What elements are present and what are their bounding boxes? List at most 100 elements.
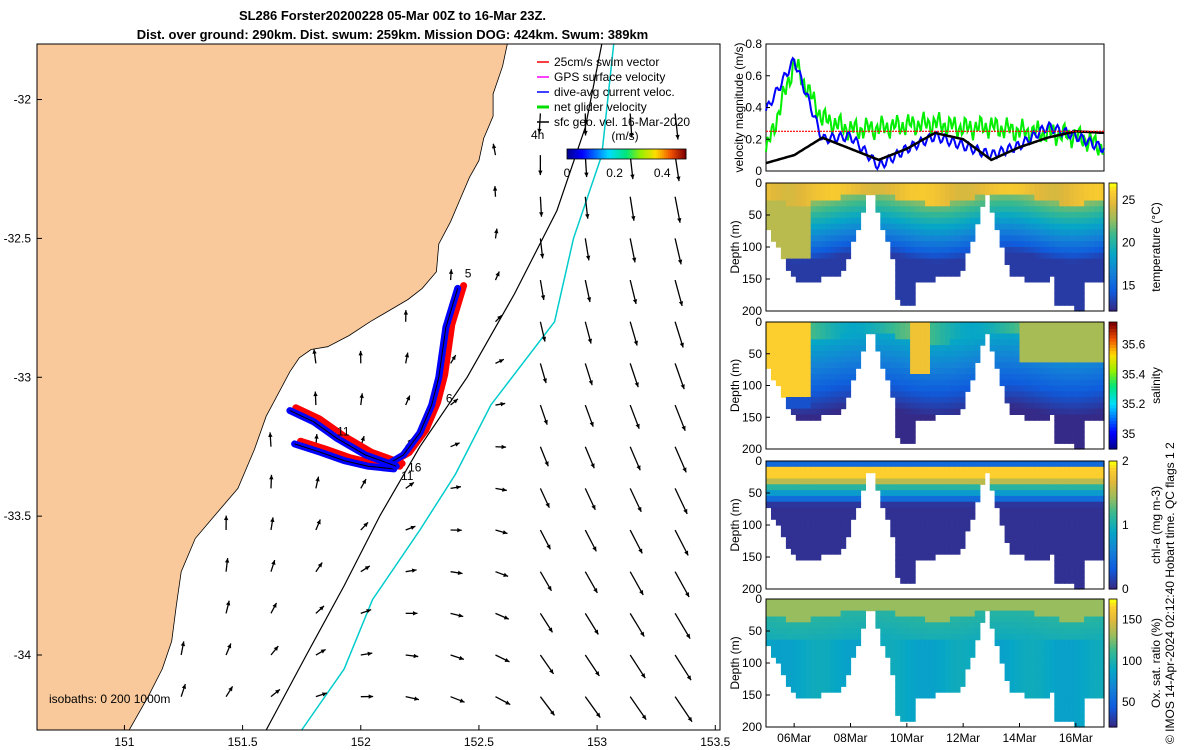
section-cell (999, 628, 1006, 635)
section-cell (1084, 674, 1090, 681)
section-cell (840, 633, 847, 641)
map-x-tick-label: 153.5 (700, 735, 730, 749)
section-cell (1044, 217, 1050, 225)
section-cell (944, 408, 951, 415)
section-cell (1064, 604, 1070, 612)
section-cell (1039, 379, 1045, 387)
section-cell (795, 391, 802, 398)
section-cell (935, 194, 941, 201)
section-cell (905, 345, 911, 352)
section-cell (969, 466, 976, 474)
section-cell (905, 322, 911, 329)
section-cell (925, 414, 931, 421)
section-cell (1064, 200, 1070, 207)
section-cell (910, 322, 916, 329)
section-cell (900, 287, 906, 295)
section-colorbar-label: chl-a (mg m-3) (1149, 486, 1163, 564)
section-cell (935, 490, 941, 497)
section-cell (1089, 622, 1095, 629)
section-colorbar-cell (1109, 688, 1117, 693)
section-cell (994, 628, 1001, 635)
section-cell (900, 686, 906, 693)
section-cell (1074, 651, 1080, 658)
section-cell (895, 697, 901, 705)
section-cell (840, 501, 847, 509)
section-cell (1074, 206, 1080, 213)
section-cell (999, 513, 1006, 520)
section-cell (1064, 501, 1070, 509)
map-colorbar-cell (626, 149, 629, 159)
section-cell (815, 472, 822, 479)
section-cell (930, 686, 936, 693)
section-cell (835, 223, 842, 231)
section-cell (815, 252, 822, 260)
map-colorbar-tick: 0.2 (606, 166, 623, 180)
section-cell (1049, 657, 1055, 664)
section-cell (820, 680, 827, 687)
section-cell (1049, 507, 1055, 514)
section-cell (840, 327, 847, 335)
section-cell (1069, 229, 1075, 236)
section-cell (1059, 680, 1065, 687)
section-cell (1094, 408, 1100, 415)
section-cell (1074, 235, 1080, 242)
section-cell (1054, 287, 1060, 295)
section-cell (845, 362, 852, 369)
section-cell (1064, 599, 1070, 606)
section-cell (790, 633, 797, 641)
section-cell (900, 270, 906, 277)
section-cell (1009, 461, 1016, 468)
section-ylabel: Depth (m) (728, 220, 742, 273)
section-cell (1099, 327, 1105, 335)
section-cell (825, 333, 832, 340)
section-cell (905, 645, 911, 652)
section-cell (954, 501, 961, 509)
section-cell (790, 385, 797, 392)
section-cell (915, 368, 921, 375)
section-cell (994, 327, 1001, 335)
section-cell (1059, 668, 1065, 676)
section-colorbar-cell (1109, 240, 1117, 245)
section-cell (1064, 559, 1070, 567)
section-cell (1044, 362, 1050, 369)
section-cell (959, 188, 966, 196)
section-cell (800, 235, 807, 242)
section-cell (880, 610, 886, 617)
section-cell (989, 616, 996, 623)
section-cell (920, 229, 926, 236)
section-cell (890, 200, 896, 207)
section-cell (830, 235, 837, 242)
section-cell (915, 461, 921, 468)
section-colorbar-label: Ox. sat. ratio (%) (1149, 618, 1163, 708)
section-cell (1014, 513, 1021, 520)
section-cell (1044, 258, 1050, 265)
section-cell (1054, 241, 1060, 248)
section-cell (840, 466, 847, 474)
section-cell (820, 604, 827, 612)
section-cell (800, 501, 807, 509)
sfc-vel-arrowhead (314, 434, 319, 439)
section-cell (895, 391, 901, 398)
section-cell (805, 651, 812, 658)
section-cell (1014, 525, 1021, 532)
section-cell (775, 639, 782, 647)
section-cell (1074, 281, 1080, 289)
section-cell (1009, 645, 1016, 652)
section-cell (1059, 247, 1065, 254)
section-cell (1059, 293, 1065, 300)
section-cell (994, 484, 1001, 491)
section-cell (920, 604, 926, 612)
section-colorbar-tick: 100 (1122, 654, 1142, 668)
section-cell (785, 472, 792, 479)
section-cell (1029, 333, 1035, 340)
section-cell (910, 628, 916, 635)
section-cell (795, 223, 802, 231)
section-cell (964, 379, 971, 387)
section-cell (1054, 604, 1060, 612)
section-cell (1044, 270, 1050, 277)
section-cell (766, 345, 772, 352)
section-cell (1089, 362, 1095, 369)
section-cell (910, 548, 916, 555)
section-cell (1069, 194, 1075, 201)
section-cell (1064, 379, 1070, 387)
